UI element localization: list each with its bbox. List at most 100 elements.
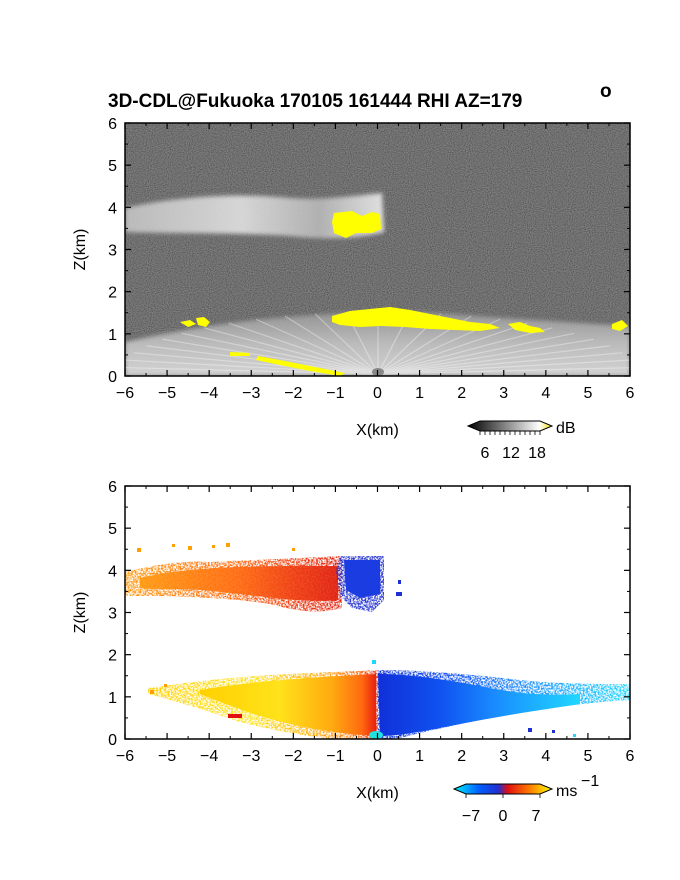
velocity-scattered-points: [372, 660, 576, 737]
y-axis-label: Z(km): [72, 229, 89, 271]
velocity-radar-dot: [369, 731, 383, 739]
x-tick-label: 0: [373, 385, 382, 402]
colorbar-unit: ms: [556, 783, 577, 800]
colorbar-bar: [466, 420, 554, 432]
reflectivity-ground-echo: [256, 356, 345, 376]
colorbar-tick-label: −7: [462, 808, 480, 825]
radar-ray: [377, 322, 528, 375]
x-tick-label: −3: [242, 385, 260, 402]
colorbar-unit: dB: [556, 420, 576, 437]
x-tick-label: −1: [326, 748, 344, 765]
reflectivity-echo-fragment: [196, 317, 210, 327]
radar-ray: [377, 359, 630, 375]
colorbar-bar: [452, 783, 554, 795]
y-tick-label: 6: [108, 479, 117, 496]
x-tick-label: 5: [583, 748, 592, 765]
radar-ray: [314, 313, 379, 375]
velocity-red-streak: [228, 714, 242, 718]
velocity-lower-approaching-core: [378, 674, 580, 736]
radar-ray: [255, 318, 379, 375]
reflectivity-bright-echo: [180, 211, 628, 376]
colorbar-tick-label: 0: [499, 808, 508, 825]
x-tick-label: 2: [457, 385, 466, 402]
y-tick-label: 1: [108, 327, 117, 344]
x-axis-label: X(km): [356, 422, 399, 439]
colorbar-tick-marks: [465, 794, 541, 798]
radar-ray: [377, 327, 553, 375]
x-tick-label: 3: [499, 385, 508, 402]
reflectivity-echo-fragment: [180, 320, 196, 327]
colorbar-tick-label: 7: [532, 808, 541, 825]
x-tick-label: 2: [457, 748, 466, 765]
x-tick-label: 4: [541, 748, 550, 765]
velocity-upper-layer-core: [140, 566, 338, 601]
velocity-scattered-points: [137, 543, 295, 694]
radar-ray: [203, 327, 379, 375]
x-tick-label: −3: [242, 748, 260, 765]
x-tick-label: −2: [284, 748, 302, 765]
radar-ray: [181, 332, 379, 375]
colorbar-tick-marks: [479, 431, 541, 435]
radar-ray: [377, 332, 575, 375]
radar-ray: [133, 352, 379, 375]
y-tick-label: 2: [108, 648, 117, 665]
colorbar-tick-label: 12: [502, 445, 520, 462]
velocity-scattered-points: [396, 580, 555, 733]
x-tick-label: −4: [200, 748, 218, 765]
x-tick-label: 1: [415, 385, 424, 402]
reflectivity-radial-rays: [125, 312, 630, 375]
x-tick-label: 6: [626, 385, 635, 402]
y-tick-label: 3: [108, 243, 117, 260]
y-tick-label: 0: [108, 369, 117, 386]
reflectivity-upper-bright-core: [332, 211, 381, 238]
reflectivity-ground-echo: [230, 352, 250, 356]
y-tick-label: 6: [108, 116, 117, 133]
x-tick-label: 5: [583, 385, 592, 402]
y-tick-label: 2: [108, 285, 117, 302]
reflectivity-upper-layer: [125, 193, 384, 239]
reflectivity-echo-fragment: [508, 322, 545, 333]
y-tick-label: 5: [108, 158, 117, 175]
y-axis-label: Z(km): [72, 592, 89, 634]
colorbar-tick-label: 6: [481, 445, 490, 462]
colorbar-tick-label: 18: [528, 445, 546, 462]
radar-ray: [377, 367, 630, 375]
reflectivity-lower-layer: [125, 311, 630, 376]
x-tick-label: −4: [200, 385, 218, 402]
velocity-colorbar: ms −1 −7 0 7: [452, 773, 599, 825]
x-tick-label: −1: [326, 385, 344, 402]
x-tick-label: −5: [158, 748, 176, 765]
x-tick-label: 4: [541, 385, 550, 402]
velocity-axes: −6 −5 −4 −3 −2 −1 0 1 2 3 4 5 6 0 1 2 3 4 5 6 X(km) Z(km): [72, 479, 635, 802]
x-tick-label: 6: [626, 748, 635, 765]
colorbar-unit-superscript: −1: [581, 773, 599, 790]
x-tick-label: −2: [284, 385, 302, 402]
radar-ray: [162, 338, 379, 375]
velocity-lower-receding-core: [200, 674, 376, 736]
y-tick-label: 0: [108, 732, 117, 749]
radar-ray: [377, 345, 610, 375]
radar-ray: [377, 338, 594, 375]
title-superscript: o: [600, 81, 612, 102]
y-tick-label: 4: [108, 200, 117, 217]
radar-ray: [228, 322, 379, 375]
x-tick-label: 0: [373, 748, 382, 765]
y-tick-label: 1: [108, 690, 117, 707]
x-tick-label: −6: [116, 385, 134, 402]
figure-title: 3D-CDL@Fukuoka 170105 161444 RHI AZ=179: [108, 91, 522, 112]
y-tick-label: 5: [108, 521, 117, 538]
reflectivity-axes: −6 −5 −4 −3 −2 −1 0 1 2 3 4 5 6 0 1 2 3 4 5 6 X(km) Z(km): [72, 116, 635, 439]
reflectivity-lower-bright-band: [332, 307, 500, 331]
reflectivity-echo-fragment: [612, 320, 628, 331]
y-tick-label: 4: [108, 563, 117, 580]
x-tick-label: −6: [116, 748, 134, 765]
reflectivity-colorbar: dB 6 12 18: [466, 420, 576, 462]
radar-ray: [377, 352, 623, 375]
x-tick-label: 1: [415, 748, 424, 765]
y-tick-label: 3: [108, 606, 117, 623]
x-tick-label: −5: [158, 385, 176, 402]
x-tick-label: 3: [499, 748, 508, 765]
x-axis-label: X(km): [356, 785, 399, 802]
